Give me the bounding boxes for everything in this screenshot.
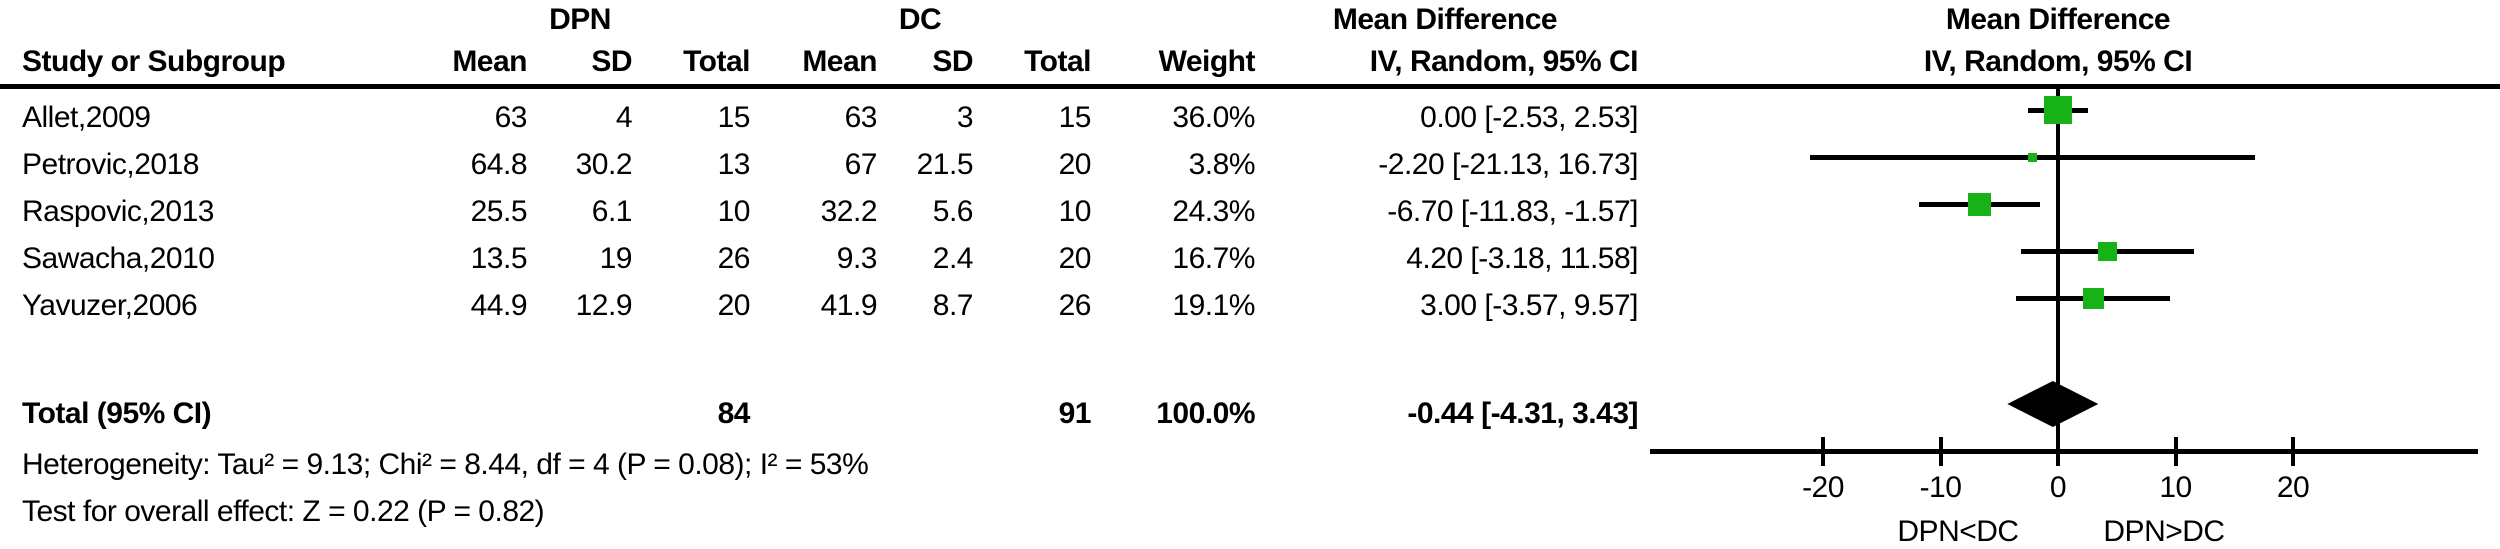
total-dc-n: 91	[1058, 397, 1092, 430]
study-dc_mean: 63	[844, 101, 878, 134]
axis-tick-label: 10	[2159, 471, 2192, 504]
study-dpn_sd: 30.2	[575, 148, 633, 181]
group-dc-header: DC	[898, 3, 942, 36]
study-dc_mean: 9.3	[836, 242, 878, 275]
study-dc_sd: 5.6	[932, 195, 974, 228]
study-name: Raspovic,2013	[22, 195, 214, 228]
axis-tick	[2291, 437, 2295, 466]
axis-tick	[1821, 437, 1825, 466]
study-weight: 36.0%	[1172, 101, 1255, 134]
total-label: Total (95% CI)	[22, 397, 212, 430]
study-dc_mean: 32.2	[820, 195, 878, 228]
study-dpn_total: 26	[717, 242, 751, 275]
md-column-title: Mean Difference	[1332, 3, 1558, 36]
col-header-dpn-sd: SD	[591, 45, 632, 78]
study-dpn_total: 10	[717, 195, 751, 228]
study-ci_text: 3.00 [-3.57, 9.57]	[1420, 289, 1638, 322]
col-header-dc-sd: SD	[932, 45, 973, 78]
study-weight: 19.1%	[1172, 289, 1255, 322]
x-axis	[1650, 449, 2478, 454]
favours-right-label: DPN>DC	[2103, 515, 2225, 548]
study-weight: 16.7%	[1172, 242, 1255, 275]
study-dc_mean: 41.9	[820, 289, 878, 322]
col-header-dc-mean: Mean	[802, 45, 877, 78]
study-dc_sd: 21.5	[916, 148, 974, 181]
study-dpn_sd: 19	[599, 242, 633, 275]
total-weight: 100.0%	[1156, 397, 1255, 430]
study-ci_text: -2.20 [-21.13, 16.73]	[1378, 148, 1638, 181]
axis-tick-label: 20	[2276, 471, 2310, 504]
col-header-weight: Weight	[1158, 45, 1256, 78]
effect-square	[1967, 192, 1991, 216]
study-dpn_mean: 44.9	[470, 289, 528, 322]
study-dc_sd: 8.7	[932, 289, 974, 322]
overall-effect-note: Test for overall effect: Z = 0.22 (P = 0…	[22, 495, 545, 528]
study-dc_mean: 67	[844, 148, 878, 181]
study-row: Sawacha,2010 13.5 19 26 9.3 2.4 20 16.7% 4.20 [-…	[0, 235, 2500, 282]
study-dc_total: 20	[1058, 242, 1092, 275]
col-header-dpn-total: Total	[683, 45, 750, 78]
study-name: Yavuzer,2006	[22, 289, 198, 322]
study-dc_total: 15	[1058, 101, 1092, 134]
study-dpn_mean: 63	[494, 101, 528, 134]
axis-tick	[2056, 437, 2060, 466]
study-dpn_total: 20	[717, 289, 751, 322]
study-dc_total: 20	[1058, 148, 1092, 181]
study-dc_total: 26	[1058, 289, 1092, 322]
study-row: Allet,2009 63 4 15 63 3 15 36.0% 0.00 [-2.53, 2.…	[0, 94, 2500, 141]
plot-subtitle: IV, Random, 95% CI	[1923, 45, 2193, 78]
total-md-ci: -0.44 [-4.31, 3.43]	[1407, 397, 1638, 430]
study-dc_sd: 2.4	[932, 242, 974, 275]
study-dpn_mean: 13.5	[470, 242, 528, 275]
effect-square	[2027, 152, 2037, 162]
study-dc_total: 10	[1058, 195, 1092, 228]
study-dpn_mean: 64.8	[470, 148, 528, 181]
total-row: Total (95% CI) 84 91 100.0% -0.44 [-4.31…	[0, 390, 2500, 437]
study-dpn_sd: 6.1	[591, 195, 633, 228]
study-ci_text: -6.70 [-11.83, -1.57]	[1387, 195, 1638, 228]
study-ci_text: 4.20 [-3.18, 11.58]	[1406, 242, 1638, 275]
study-name: Sawacha,2010	[22, 242, 215, 275]
axis-tick-label: -20	[1802, 471, 1844, 504]
study-dc_sd: 3	[956, 101, 974, 134]
study-dpn_total: 15	[717, 101, 751, 134]
study-row: Raspovic,2013 25.5 6.1 10 32.2 5.6 10 24.3% -6.7…	[0, 188, 2500, 235]
plot-title: Mean Difference	[1945, 3, 2171, 36]
heterogeneity-note: Heterogeneity: Tau² = 9.13; Chi² = 8.44,…	[22, 448, 869, 481]
study-dpn_mean: 25.5	[470, 195, 528, 228]
effect-square	[2044, 96, 2072, 124]
axis-tick-label: -10	[1919, 471, 1962, 504]
col-header-dc-total: Total	[1024, 45, 1091, 78]
favours-left-label: DPN<DC	[1897, 515, 2019, 548]
col-header-study: Study or Subgroup	[22, 45, 286, 78]
col-header-md-ci: IV, Random, 95% CI	[1369, 45, 1639, 78]
study-name: Petrovic,2018	[22, 148, 199, 181]
study-weight: 24.3%	[1172, 195, 1255, 228]
total-dpn-n: 84	[717, 397, 751, 430]
effect-square	[2097, 241, 2117, 261]
axis-tick-label: 0	[2049, 471, 2067, 504]
group-dpn-header: DPN	[549, 3, 611, 36]
study-dpn_total: 13	[717, 148, 751, 181]
col-header-dpn-mean: Mean	[452, 45, 527, 78]
study-dpn_sd: 4	[615, 101, 633, 134]
zero-line	[2056, 86, 2060, 454]
study-dpn_sd: 12.9	[575, 289, 633, 322]
effect-square	[2082, 287, 2104, 309]
header-rule	[0, 84, 2500, 89]
study-row: Petrovic,2018 64.8 30.2 13 67 21.5 20 3.8% -2.20…	[0, 141, 2500, 188]
study-row: Yavuzer,2006 44.9 12.9 20 41.9 8.7 26 19.1% 3.00…	[0, 282, 2500, 329]
study-weight: 3.8%	[1188, 148, 1256, 181]
study-ci_text: 0.00 [-2.53, 2.53]	[1420, 101, 1638, 134]
axis-tick	[1938, 437, 1943, 466]
study-name: Allet,2009	[22, 101, 151, 134]
axis-tick	[2173, 437, 2178, 466]
